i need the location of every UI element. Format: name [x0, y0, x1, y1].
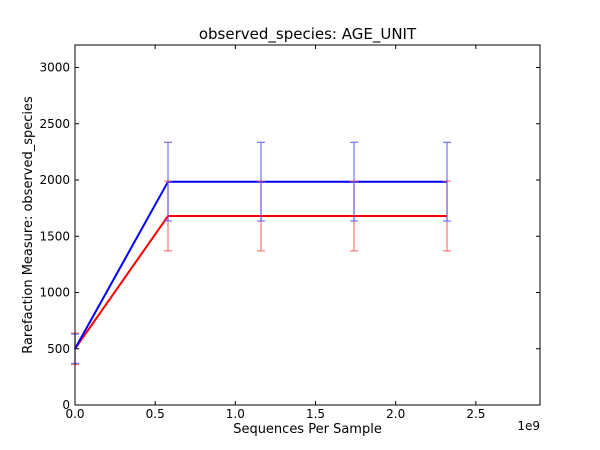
ticks-group: 0.0 0.5 1.0 1.5 2.0 2.5 0 500 1000 1500 2000 2500 30…: [39, 45, 540, 421]
x-axis-label: Sequences Per Sample: [233, 422, 382, 437]
x-tick-label: 2.5: [466, 407, 485, 421]
x-tick-label: 0.5: [146, 407, 165, 421]
plot-group: [71, 44, 541, 406]
y-tick-label: 2500: [39, 117, 70, 131]
x-tick-label: 2.0: [386, 407, 405, 421]
y-tick-label: 3000: [39, 61, 70, 75]
axes-group: observed_species: AGE_UNIT Sequences Per…: [21, 25, 541, 437]
y-tick-label: 500: [47, 342, 70, 356]
y-axis-label: Rarefaction Measure: observed_species: [21, 96, 36, 354]
y-tick-label: 1500: [39, 229, 70, 243]
x-tick-label: 1.0: [226, 407, 245, 421]
plot-frame-top: [74, 44, 541, 406]
x-tick-label: 0.0: [65, 407, 84, 421]
y-tick-label: 0: [62, 398, 70, 412]
x-tick-label: 1.5: [306, 407, 325, 421]
y-tick-label: 1000: [39, 286, 70, 300]
chart-title: observed_species: AGE_UNIT: [199, 25, 417, 44]
x-offset-label: 1e9: [517, 419, 540, 433]
y-tick-label: 2000: [39, 173, 70, 187]
